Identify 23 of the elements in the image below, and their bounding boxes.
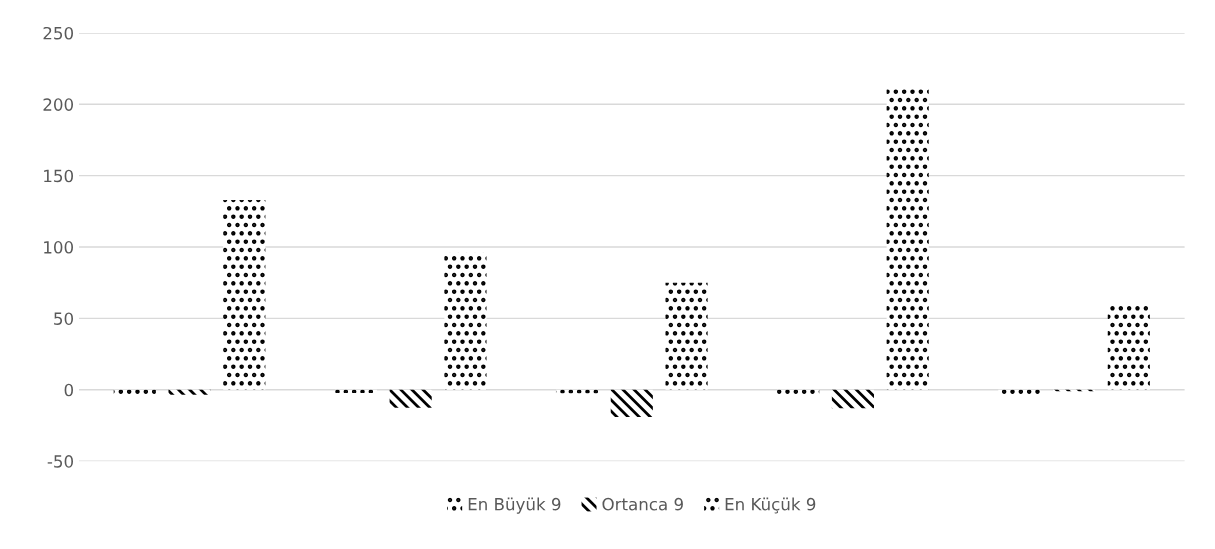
bar <box>777 389 820 395</box>
y-tick-label: 50 <box>54 312 74 325</box>
bar <box>389 389 432 408</box>
bar <box>998 389 1041 395</box>
y-tick-label: 150 <box>44 169 74 183</box>
bar <box>610 389 653 417</box>
y-tick-label: 100 <box>44 241 74 254</box>
legend-label: En Küçük 9 <box>725 497 816 514</box>
bar <box>334 389 377 394</box>
y-tick-label: -50 <box>47 455 74 468</box>
legend-label: Ortanca 9 <box>602 497 683 511</box>
bar <box>168 389 211 395</box>
bar <box>444 252 487 390</box>
bar <box>1107 304 1150 390</box>
y-tick-label: 200 <box>43 98 74 111</box>
y-tick-label: 250 <box>43 26 74 40</box>
y-tick-label: 0 <box>64 383 74 397</box>
bar <box>223 199 266 390</box>
bar <box>886 87 929 390</box>
bar <box>831 389 874 409</box>
bar <box>113 389 156 395</box>
legend-label: En Büyük 9 <box>468 497 561 514</box>
bar <box>665 282 708 390</box>
